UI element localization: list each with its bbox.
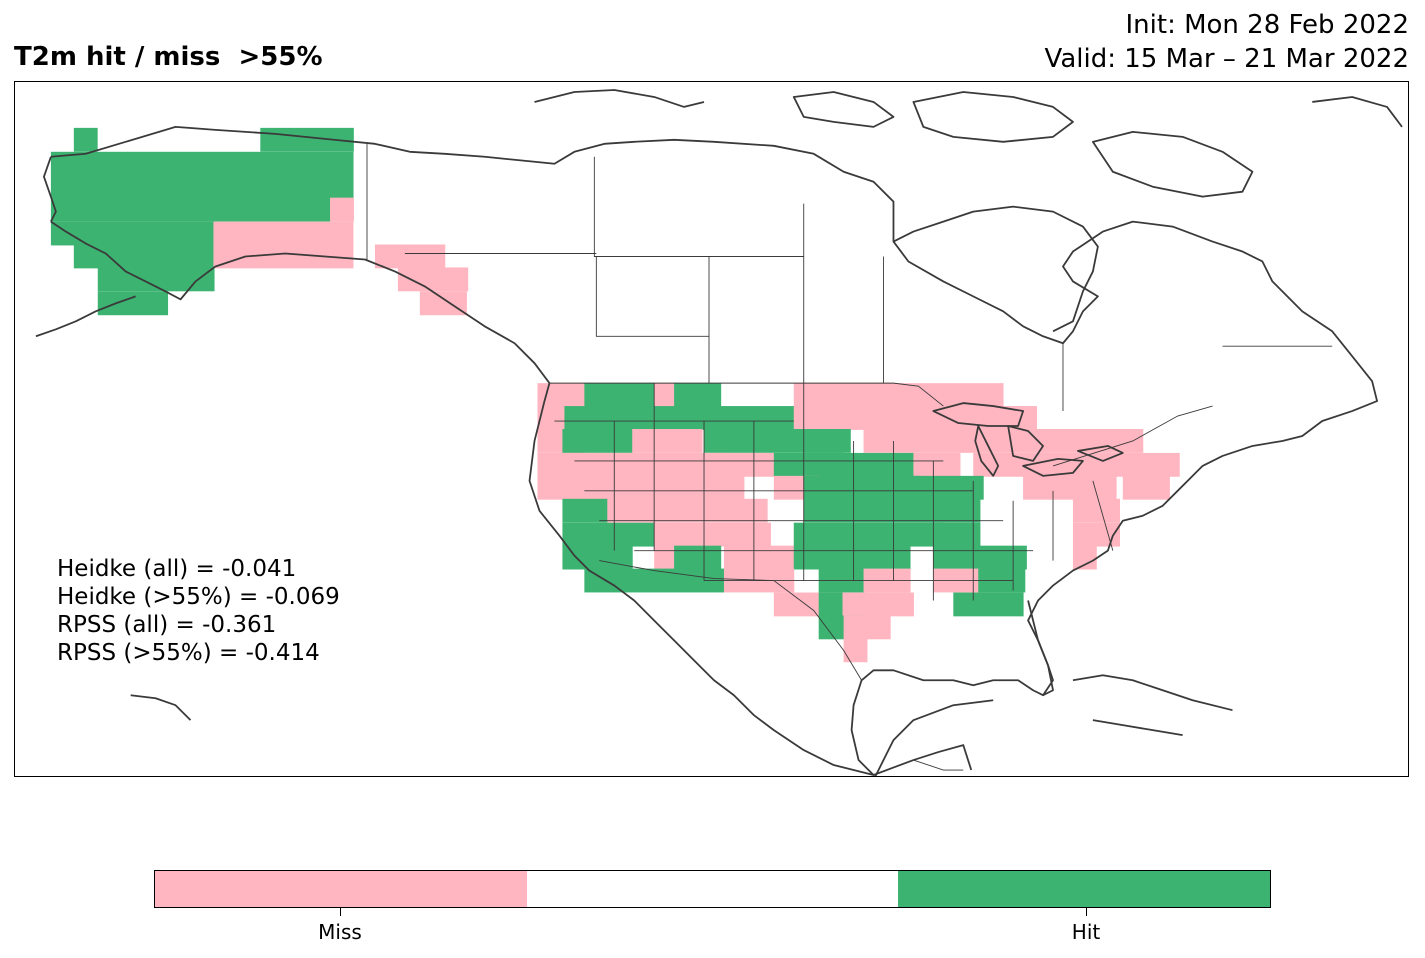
hit-cell xyxy=(953,592,1024,617)
miss-cell xyxy=(1062,452,1180,477)
miss-cell xyxy=(704,452,775,477)
hit-cell xyxy=(803,498,944,523)
hit-cell xyxy=(73,127,98,152)
hit-cell xyxy=(933,498,981,523)
miss-cell xyxy=(843,615,891,640)
hit-cell xyxy=(97,291,169,316)
miss-cell xyxy=(537,475,678,500)
hit-cell xyxy=(933,545,1027,570)
colorbar-label-miss: Miss xyxy=(318,920,362,944)
hit-cell xyxy=(50,221,215,246)
miss-cell xyxy=(1072,522,1121,547)
miss-cell xyxy=(933,406,1027,430)
hit-cell xyxy=(584,568,655,593)
miss-cell xyxy=(632,429,703,453)
miss-cell xyxy=(654,545,678,570)
colorbar-label-hit: Hit xyxy=(1071,920,1101,944)
hit-cell xyxy=(564,406,798,430)
hit-cell xyxy=(562,545,633,570)
date-info: Init: Mon 28 Feb 2022 Valid: 15 Mar – 21… xyxy=(1045,8,1409,76)
hit-cell xyxy=(97,267,215,292)
hit-cell xyxy=(584,383,655,407)
miss-cell xyxy=(1072,498,1121,523)
hit-cell xyxy=(773,452,914,477)
hit-cell xyxy=(562,429,633,453)
map-title: T2m hit / miss >55% xyxy=(14,42,323,72)
miss-cell xyxy=(607,452,655,477)
hit-cell xyxy=(793,522,934,547)
heidke-all: Heidke (all) = -0.041 xyxy=(57,556,297,582)
miss-cell xyxy=(1072,429,1144,453)
miss-cell xyxy=(863,383,1004,407)
hit-cell xyxy=(654,568,725,593)
miss-cell xyxy=(843,638,868,663)
colorbar-hit-segment xyxy=(898,871,1271,907)
miss-cell xyxy=(674,475,745,500)
hit-cell xyxy=(913,475,984,500)
miss-cell xyxy=(973,452,1067,477)
hit-cell xyxy=(73,244,214,269)
hit-cell xyxy=(562,522,656,547)
colorbar-tick-miss xyxy=(340,908,341,916)
miss-cell xyxy=(863,429,934,453)
map-panel xyxy=(14,81,1409,777)
miss-cell xyxy=(674,498,768,523)
miss-cell xyxy=(793,383,865,407)
colorbar xyxy=(154,870,1271,908)
miss-cell xyxy=(419,291,467,316)
coastlines xyxy=(35,89,1403,776)
miss-cell xyxy=(537,383,585,407)
miss-cell xyxy=(607,498,678,523)
heidke-55: Heidke (>55%) = -0.069 xyxy=(57,584,340,610)
miss-cell xyxy=(1072,545,1097,570)
hit-cell xyxy=(50,151,354,176)
miss-cell xyxy=(723,545,795,570)
rpss-55: RPSS (>55%) = -0.414 xyxy=(57,640,320,666)
hit-cell xyxy=(793,545,911,570)
hit-cell xyxy=(50,197,331,222)
miss-cell xyxy=(213,244,354,269)
miss-cell xyxy=(1023,475,1117,500)
miss-cell xyxy=(793,406,934,430)
map-canvas xyxy=(35,89,1403,776)
hit-cell xyxy=(562,498,610,523)
hit-cell xyxy=(674,545,722,570)
hit-cell xyxy=(674,383,722,407)
miss-cell xyxy=(537,452,608,477)
colorbar-tick-hit xyxy=(1086,908,1087,916)
hit-cell xyxy=(818,592,843,617)
skill-scores: Heidke (all) = -0.041 Heidke (>55%) = -0… xyxy=(57,555,340,667)
miss-cell xyxy=(843,592,914,617)
hit-cell xyxy=(803,429,851,453)
colorbar-neutral-segment xyxy=(526,871,899,907)
miss-cell xyxy=(374,244,446,269)
colorbar-miss-segment xyxy=(155,871,527,907)
hit-cell xyxy=(50,174,354,199)
miss-cell xyxy=(913,452,961,477)
miss-cell xyxy=(933,429,1074,453)
miss-cell xyxy=(654,522,771,547)
political-borders xyxy=(366,143,1333,771)
valid-period: Valid: 15 Mar – 21 Mar 2022 xyxy=(1044,44,1409,74)
miss-cell xyxy=(330,197,354,222)
hit-cell xyxy=(803,475,921,500)
init-date: Init: Mon 28 Feb 2022 xyxy=(1125,10,1410,40)
miss-cell xyxy=(1122,475,1170,500)
miss-cell xyxy=(213,221,354,246)
rpss-all: RPSS (all) = -0.361 xyxy=(57,612,277,638)
hit-cell xyxy=(933,522,981,547)
miss-cell xyxy=(397,267,469,292)
